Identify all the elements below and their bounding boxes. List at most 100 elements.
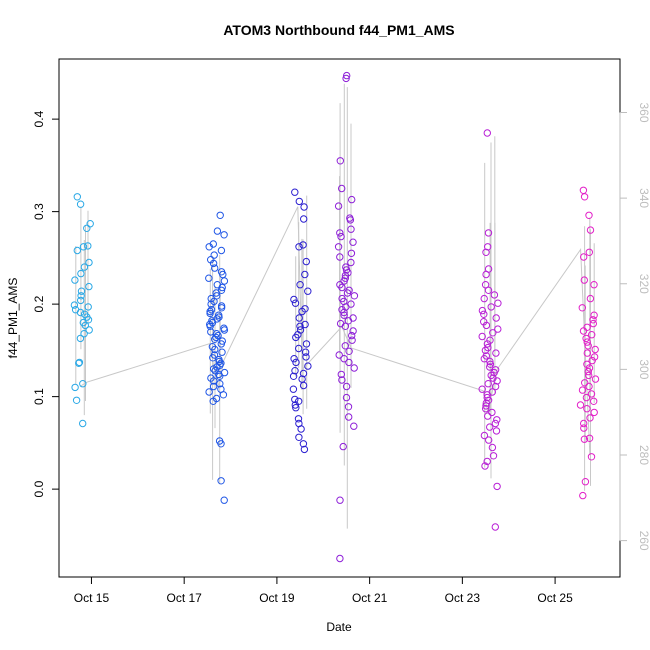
data-point <box>292 358 300 367</box>
y2-tick-label: 280 <box>637 445 650 465</box>
y-tick-label: 0.3 <box>32 203 46 220</box>
data-point <box>345 413 353 421</box>
data-point <box>291 367 299 375</box>
data-point <box>85 258 93 267</box>
data-point <box>206 322 214 330</box>
data-point <box>585 371 593 380</box>
chart-title: ATOM3 Northbound f44_PM1_AMS <box>223 22 454 38</box>
data-point <box>336 496 344 504</box>
data-point <box>85 282 93 291</box>
data-point <box>212 289 220 297</box>
data-point <box>343 289 352 297</box>
data-point <box>295 314 303 322</box>
data-point <box>589 319 597 328</box>
data-point <box>493 416 501 424</box>
data-point <box>482 321 491 330</box>
data-point <box>341 271 350 280</box>
x-tick-label: Oct 17 <box>167 591 203 605</box>
data-point <box>211 335 219 343</box>
points-layer <box>70 71 600 563</box>
data-point <box>295 344 303 353</box>
y-tick-label: 0.2 <box>32 295 46 312</box>
data-point <box>340 311 348 319</box>
data-point <box>300 215 308 223</box>
data-point <box>336 253 344 261</box>
data-point <box>582 393 591 402</box>
data-point <box>301 320 309 329</box>
data-point <box>584 367 592 376</box>
data-point <box>349 327 357 335</box>
y2-tick-label: 320 <box>637 274 650 294</box>
data-point <box>217 304 226 312</box>
data-point <box>290 295 298 304</box>
data-point <box>215 313 223 321</box>
data-point <box>220 326 229 334</box>
data-point <box>297 425 305 433</box>
x-tick-label: Oct 19 <box>259 591 295 605</box>
x-tick-label: Oct 15 <box>74 591 110 605</box>
data-point <box>342 74 350 83</box>
data-point <box>585 382 593 391</box>
data-point <box>301 348 310 356</box>
data-point <box>581 478 590 486</box>
data-point <box>84 242 92 250</box>
data-point <box>76 200 85 208</box>
data-point <box>579 186 588 195</box>
data-point <box>213 315 221 323</box>
data-point <box>576 401 585 409</box>
data-point <box>295 197 303 206</box>
data-point <box>587 390 596 398</box>
y2-tick-label: 300 <box>637 359 650 379</box>
data-point <box>490 291 499 299</box>
data-point <box>482 399 490 407</box>
data-point <box>336 554 344 563</box>
data-point <box>205 388 213 396</box>
data-point <box>488 408 496 417</box>
data-point <box>586 294 595 303</box>
y-axis-label: f44_PM1_AMS <box>6 278 20 359</box>
data-point <box>77 287 86 295</box>
data-point <box>482 402 490 410</box>
data-point <box>580 435 589 443</box>
data-point <box>580 419 588 428</box>
data-point <box>336 229 344 237</box>
data-point <box>585 364 594 372</box>
data-point <box>301 270 309 279</box>
data-point <box>583 338 591 346</box>
data-point <box>296 281 304 289</box>
data-point <box>590 397 598 405</box>
data-point <box>79 380 87 388</box>
data-point <box>296 322 304 330</box>
data-point <box>339 442 347 451</box>
data-point <box>491 382 500 391</box>
data-point <box>220 277 229 285</box>
data-point <box>207 306 216 314</box>
data-point <box>486 363 494 371</box>
data-point <box>337 370 345 379</box>
data-point <box>481 346 490 355</box>
data-point <box>216 372 224 380</box>
data-point <box>298 307 306 316</box>
data-point <box>299 440 308 448</box>
data-point <box>347 225 355 233</box>
data-point <box>484 229 493 237</box>
data-point <box>486 423 494 431</box>
y-tick-label: 0.1 <box>32 388 46 405</box>
data-point <box>350 364 358 372</box>
data-point <box>481 462 489 470</box>
data-point <box>77 296 85 305</box>
data-point <box>211 345 219 354</box>
data-point <box>591 345 599 354</box>
data-point <box>76 334 85 343</box>
data-point <box>205 243 213 251</box>
data-point <box>491 523 499 531</box>
data-point <box>585 434 594 442</box>
data-point <box>579 491 587 500</box>
data-point <box>350 422 358 430</box>
data-point <box>578 304 586 312</box>
data-point <box>482 248 490 257</box>
data-point <box>348 336 356 344</box>
data-point <box>583 360 591 368</box>
data-point <box>80 330 88 338</box>
